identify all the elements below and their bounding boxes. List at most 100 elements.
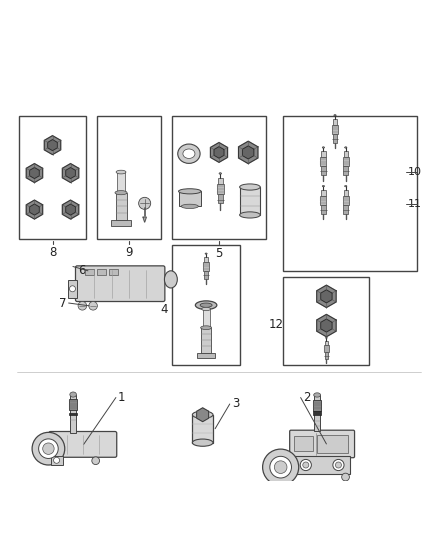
Text: 3: 3 — [232, 398, 239, 410]
Bar — [217, 184, 224, 194]
Polygon shape — [321, 290, 332, 303]
Circle shape — [263, 449, 299, 485]
Bar — [314, 395, 320, 432]
Ellipse shape — [219, 173, 222, 174]
Bar — [313, 411, 321, 415]
Polygon shape — [317, 314, 336, 337]
Ellipse shape — [181, 204, 198, 208]
Ellipse shape — [183, 149, 195, 158]
Polygon shape — [48, 140, 57, 151]
Ellipse shape — [322, 185, 325, 187]
Text: 7: 7 — [59, 296, 67, 310]
Bar — [240, 187, 260, 215]
Polygon shape — [243, 146, 254, 159]
Bar — [344, 190, 348, 196]
Polygon shape — [143, 217, 146, 222]
FancyBboxPatch shape — [49, 432, 117, 457]
Ellipse shape — [322, 147, 325, 148]
Circle shape — [300, 459, 311, 471]
Ellipse shape — [178, 144, 200, 164]
Polygon shape — [62, 164, 79, 182]
Bar — [324, 345, 329, 352]
Polygon shape — [210, 142, 228, 163]
Bar — [325, 341, 328, 345]
Bar — [204, 271, 208, 279]
Bar — [317, 435, 348, 453]
Bar — [332, 134, 337, 143]
Ellipse shape — [164, 271, 177, 288]
Circle shape — [342, 473, 350, 481]
Text: 12: 12 — [268, 318, 283, 331]
Bar — [172, 245, 240, 365]
Ellipse shape — [179, 189, 201, 194]
Bar — [320, 157, 326, 166]
Circle shape — [89, 302, 97, 310]
Ellipse shape — [240, 184, 260, 190]
Ellipse shape — [345, 185, 347, 187]
Bar — [321, 166, 326, 175]
Polygon shape — [66, 167, 75, 179]
FancyBboxPatch shape — [75, 266, 165, 302]
Bar — [325, 352, 328, 359]
Ellipse shape — [115, 191, 127, 195]
Polygon shape — [26, 164, 42, 182]
Bar — [109, 269, 117, 276]
Bar — [97, 269, 106, 276]
Polygon shape — [66, 204, 75, 215]
Bar — [96, 116, 161, 239]
Polygon shape — [321, 319, 332, 332]
Ellipse shape — [192, 411, 213, 418]
Bar — [313, 400, 321, 411]
Ellipse shape — [192, 439, 213, 446]
Bar — [343, 166, 348, 175]
Text: 11: 11 — [408, 199, 422, 209]
Ellipse shape — [195, 301, 217, 310]
Text: 8: 8 — [49, 246, 56, 260]
Bar — [69, 399, 78, 410]
Bar — [343, 157, 349, 166]
Circle shape — [70, 286, 75, 292]
Ellipse shape — [116, 170, 126, 174]
Polygon shape — [317, 285, 336, 308]
Bar — [321, 151, 325, 157]
Bar — [179, 191, 201, 206]
Bar — [203, 262, 209, 271]
Polygon shape — [44, 136, 61, 155]
Circle shape — [333, 459, 344, 471]
Bar — [321, 205, 326, 214]
Circle shape — [39, 439, 58, 458]
Circle shape — [53, 457, 60, 463]
Bar — [111, 220, 131, 225]
Text: 2: 2 — [303, 391, 310, 404]
Circle shape — [303, 462, 309, 468]
Ellipse shape — [345, 147, 347, 148]
Bar — [343, 196, 349, 205]
Bar — [116, 193, 127, 220]
Circle shape — [336, 462, 342, 468]
Bar — [218, 194, 223, 204]
Bar — [19, 116, 86, 239]
Bar — [343, 205, 348, 214]
Circle shape — [92, 457, 99, 465]
FancyBboxPatch shape — [290, 430, 354, 458]
Bar — [283, 116, 417, 271]
Ellipse shape — [325, 337, 327, 338]
Bar — [204, 257, 208, 262]
Bar — [218, 177, 223, 184]
Text: 5: 5 — [215, 247, 223, 260]
Ellipse shape — [70, 392, 77, 397]
Bar — [69, 413, 77, 415]
Bar — [117, 172, 125, 193]
Circle shape — [274, 461, 287, 473]
Bar — [203, 309, 209, 328]
Polygon shape — [30, 167, 39, 179]
Polygon shape — [26, 200, 42, 219]
Bar — [68, 280, 77, 297]
Text: 1: 1 — [118, 391, 126, 404]
Text: 10: 10 — [408, 167, 422, 177]
Text: 4: 4 — [160, 303, 168, 316]
Polygon shape — [197, 408, 208, 422]
Bar — [85, 269, 94, 276]
Bar — [197, 353, 215, 358]
Polygon shape — [239, 141, 258, 164]
